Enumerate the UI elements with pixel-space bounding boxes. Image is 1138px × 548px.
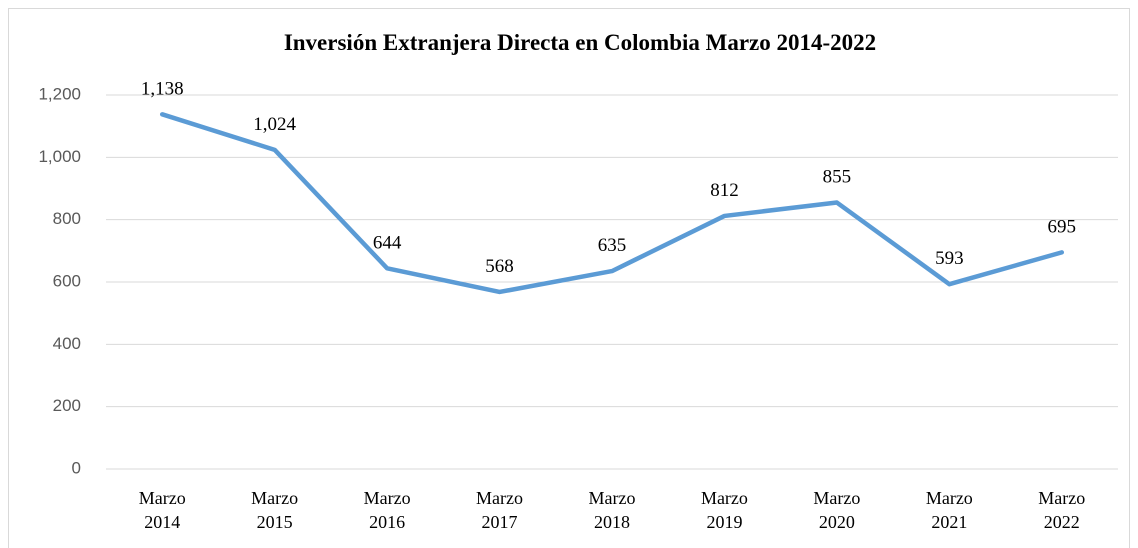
data-label: 593	[935, 248, 964, 269]
data-label: 635	[598, 235, 627, 256]
data-label: 812	[710, 180, 739, 201]
data-label: 644	[373, 232, 402, 253]
chart-border	[8, 8, 1130, 548]
y-tick-label: 800	[53, 209, 81, 228]
data-label: 1,138	[141, 78, 184, 99]
data-label: 1,024	[253, 114, 296, 135]
x-tick-label: Marzo 2014	[138, 488, 186, 532]
data-label: 855	[823, 167, 852, 188]
data-label: 695	[1048, 216, 1077, 237]
x-tick-label: Marzo 2022	[1038, 488, 1086, 532]
x-tick-label: Marzo 2017	[476, 488, 524, 532]
y-tick-label: 400	[53, 334, 81, 353]
y-tick-label: 600	[53, 271, 81, 290]
x-tick-label: Marzo 2015	[251, 488, 299, 532]
x-tick-label: Marzo 2020	[813, 488, 861, 532]
series-line	[159, 112, 1065, 295]
chart-title: Inversión Extranjera Directa en Colombia…	[284, 30, 876, 55]
x-tick-label: Marzo 2021	[925, 488, 973, 532]
x-tick-label: Marzo 2019	[700, 488, 748, 532]
x-tick-label: Marzo 2018	[588, 488, 636, 532]
x-tick-label: Marzo 2016	[363, 488, 411, 532]
y-tick-label: 0	[72, 458, 81, 477]
data-label: 568	[485, 256, 514, 277]
y-tick-label: 1,200	[38, 84, 81, 103]
y-tick-label: 1,000	[38, 147, 81, 166]
y-tick-label: 200	[53, 396, 81, 415]
